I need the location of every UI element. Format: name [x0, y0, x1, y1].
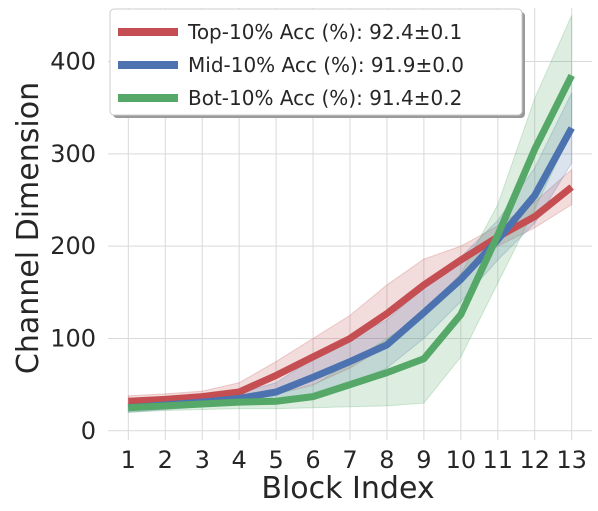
x-tick-label: 13	[556, 446, 587, 474]
legend-box	[109, 8, 523, 116]
x-axis-label: Block Index	[261, 471, 434, 506]
series-lines	[128, 73, 575, 412]
y-tick-label: 100	[50, 324, 96, 352]
x-tick-label: 8	[379, 446, 394, 474]
x-tick-label: 9	[416, 446, 431, 474]
y-axis-label: Channel Dimension	[11, 82, 46, 374]
y-tick-labels: 0 100 200 300 400	[50, 48, 96, 445]
x-tick-label: 11	[483, 446, 514, 474]
x-tick-label: 4	[232, 446, 247, 474]
x-tick-label: 3	[195, 446, 210, 474]
y-tick-label: 0	[81, 417, 96, 445]
legend-label-2: Mid-10% Acc (%): 91.9±0.0	[188, 53, 464, 77]
x-tick-label: 6	[305, 446, 320, 474]
legend-label-3: Bot-10% Acc (%): 91.4±0.2	[188, 86, 462, 110]
legend-label-1: Top-10% Acc (%): 92.4±0.1	[187, 20, 462, 44]
x-tick-label: 12	[519, 446, 550, 474]
x-tick-label: 10	[446, 446, 477, 474]
x-tick-labels: 1 2 3 4 5 6 7 8 9 10 11 12 13	[121, 446, 587, 474]
legend: Top-10% Acc (%): 92.4±0.1 Mid-10% Acc (%)…	[109, 8, 525, 118]
x-tick-label: 2	[158, 446, 173, 474]
series-line-3	[128, 73, 575, 412]
y-tick-label: 300	[50, 140, 96, 168]
y-tick-label: 200	[50, 232, 96, 260]
x-tick-label: 7	[342, 446, 357, 474]
x-tick-label: 5	[268, 446, 283, 474]
y-tick-label: 400	[50, 48, 96, 76]
x-tick-label: 1	[121, 446, 136, 474]
